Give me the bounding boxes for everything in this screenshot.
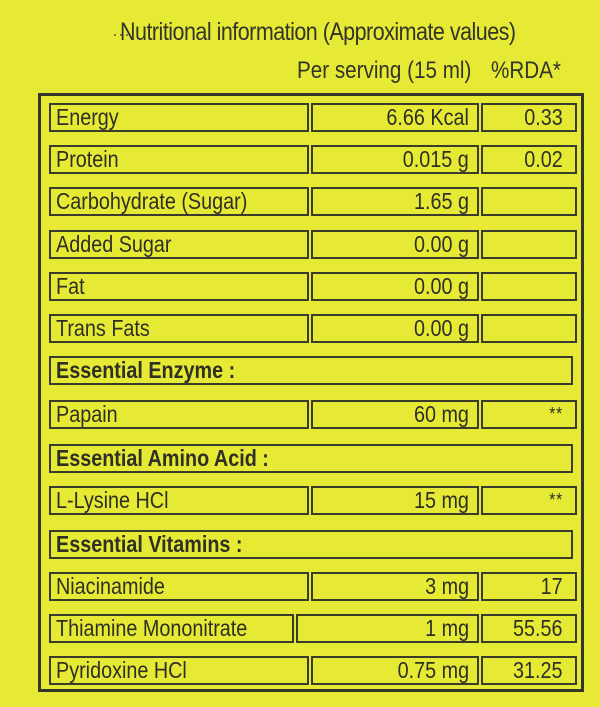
nutrient-amount-cell: 60 mg	[311, 400, 479, 429]
nutrient-name: Pyridoxine HCl	[56, 657, 187, 683]
nutrient-amount-cell: 6.66 Kcal	[311, 103, 479, 132]
section-heading-text: Essential Enzyme :	[56, 357, 236, 383]
nutrient-row: Papain 60 mg **	[41, 393, 581, 436]
nutrient-name-cell: Thiamine Mononitrate	[49, 614, 294, 643]
nutrient-row: L-Lysine HCl 15 mg **	[41, 479, 581, 522]
section-heading: Essential Amino Acid :	[49, 444, 573, 473]
nutrient-amount: 0.00 g	[414, 231, 469, 257]
nutrient-amount-cell: 0.75 mg	[311, 656, 479, 685]
nutrient-rda-cell	[481, 230, 577, 259]
nutrient-name: Protein	[56, 146, 119, 172]
nutrient-rda: **	[549, 404, 563, 424]
nutrient-name: L-Lysine HCl	[56, 487, 169, 513]
nutrient-name-cell: Niacinamide	[49, 572, 309, 601]
nutrient-name-cell: Fat	[49, 272, 309, 301]
nutrient-name: Trans Fats	[56, 315, 150, 341]
label-title: Nutritional information (Approximate val…	[120, 18, 516, 46]
nutrient-amount-cell: 15 mg	[311, 486, 479, 515]
nutrient-row: Fat 0.00 g	[41, 265, 581, 308]
nutrient-row: Niacinamide 3 mg 17	[41, 565, 581, 608]
nutrient-name-cell: Energy	[49, 103, 309, 132]
nutrient-name-cell: Pyridoxine HCl	[49, 656, 309, 685]
nutrient-amount-cell: 1.65 g	[311, 187, 479, 216]
section-heading-text: Essential Amino Acid :	[56, 445, 269, 471]
nutrient-amount: 3 mg	[425, 573, 469, 599]
nutrient-row: Protein 0.015 g 0.02	[41, 138, 581, 181]
section-heading: Essential Enzyme :	[49, 356, 573, 385]
nutrient-rda-cell: 0.02	[481, 145, 577, 174]
nutrient-name-cell: Trans Fats	[49, 314, 309, 343]
nutrient-amount: 0.00 g	[414, 273, 469, 299]
nutrient-amount-cell: 0.00 g	[311, 230, 479, 259]
nutrient-rda: **	[549, 490, 563, 510]
nutrient-row: Trans Fats 0.00 g	[41, 307, 581, 350]
section-row: Essential Enzyme :	[41, 349, 581, 392]
section-row: Essential Vitamins :	[41, 523, 581, 566]
nutrient-rda: 31.25	[513, 657, 563, 683]
nutrient-rda-cell: **	[481, 400, 577, 429]
nutrient-name: Carbohydrate (Sugar)	[56, 188, 248, 214]
column-header-per-serving: Per serving (15 ml)	[297, 57, 472, 84]
nutrient-rda: 55.56	[513, 615, 563, 641]
decorative-dots: ···	[112, 24, 130, 44]
nutrient-amount: 0.00 g	[414, 315, 469, 341]
nutrient-rda-cell: 17	[481, 572, 577, 601]
nutrient-name-cell: Added Sugar	[49, 230, 309, 259]
nutrient-rda: 17	[540, 573, 563, 599]
nutrient-amount: 1 mg	[425, 615, 469, 641]
nutrient-rda: 0.02	[524, 146, 563, 172]
nutrient-name: Fat	[56, 273, 85, 299]
nutrient-rda-cell: **	[481, 486, 577, 515]
nutrient-amount: 1.65 g	[414, 188, 469, 214]
nutrient-name: Thiamine Mononitrate	[56, 615, 248, 641]
nutrient-amount-cell: 3 mg	[311, 572, 479, 601]
nutrient-name: Niacinamide	[56, 573, 165, 599]
nutrition-table: Energy 6.66 Kcal 0.33 Protein 0.015 g 0.02 Car…	[38, 93, 584, 692]
nutrient-amount-cell: 1 mg	[296, 614, 479, 643]
nutrient-amount: 60 mg	[414, 401, 469, 427]
nutrient-row: Carbohydrate (Sugar) 1.65 g	[41, 180, 581, 223]
nutrient-name: Added Sugar	[56, 231, 172, 257]
nutrient-rda-cell: 31.25	[481, 656, 577, 685]
nutrient-rda-cell	[481, 272, 577, 301]
nutrient-amount-cell: 0.015 g	[311, 145, 479, 174]
nutrient-row: Added Sugar 0.00 g	[41, 223, 581, 266]
nutrient-amount: 0.75 mg	[397, 657, 469, 683]
nutrient-row: Energy 6.66 Kcal 0.33	[41, 96, 581, 139]
nutrient-name: Energy	[56, 104, 119, 130]
nutrient-rda-cell: 55.56	[481, 614, 577, 643]
nutrient-amount: 0.015 g	[402, 146, 469, 172]
nutrient-row: Thiamine Mononitrate 1 mg 55.56	[41, 607, 581, 650]
nutrient-rda: 0.33	[524, 104, 563, 130]
nutrient-name-cell: Protein	[49, 145, 309, 174]
nutrient-rda-cell	[481, 314, 577, 343]
section-heading: Essential Vitamins :	[49, 530, 573, 559]
nutrient-name-cell: Papain	[49, 400, 309, 429]
nutrient-name-cell: L-Lysine HCl	[49, 486, 309, 515]
nutrient-amount-cell: 0.00 g	[311, 272, 479, 301]
section-row: Essential Amino Acid :	[41, 437, 581, 480]
nutrient-amount: 15 mg	[414, 487, 469, 513]
nutrient-rda-cell	[481, 187, 577, 216]
nutrient-name: Papain	[56, 401, 118, 427]
column-header-rda: %RDA*	[491, 57, 561, 84]
nutrient-amount: 6.66 Kcal	[386, 104, 469, 130]
nutrient-row: Pyridoxine HCl 0.75 mg 31.25	[41, 649, 581, 692]
nutrient-name-cell: Carbohydrate (Sugar)	[49, 187, 309, 216]
section-heading-text: Essential Vitamins :	[56, 531, 243, 557]
nutrient-rda-cell: 0.33	[481, 103, 577, 132]
nutrient-amount-cell: 0.00 g	[311, 314, 479, 343]
